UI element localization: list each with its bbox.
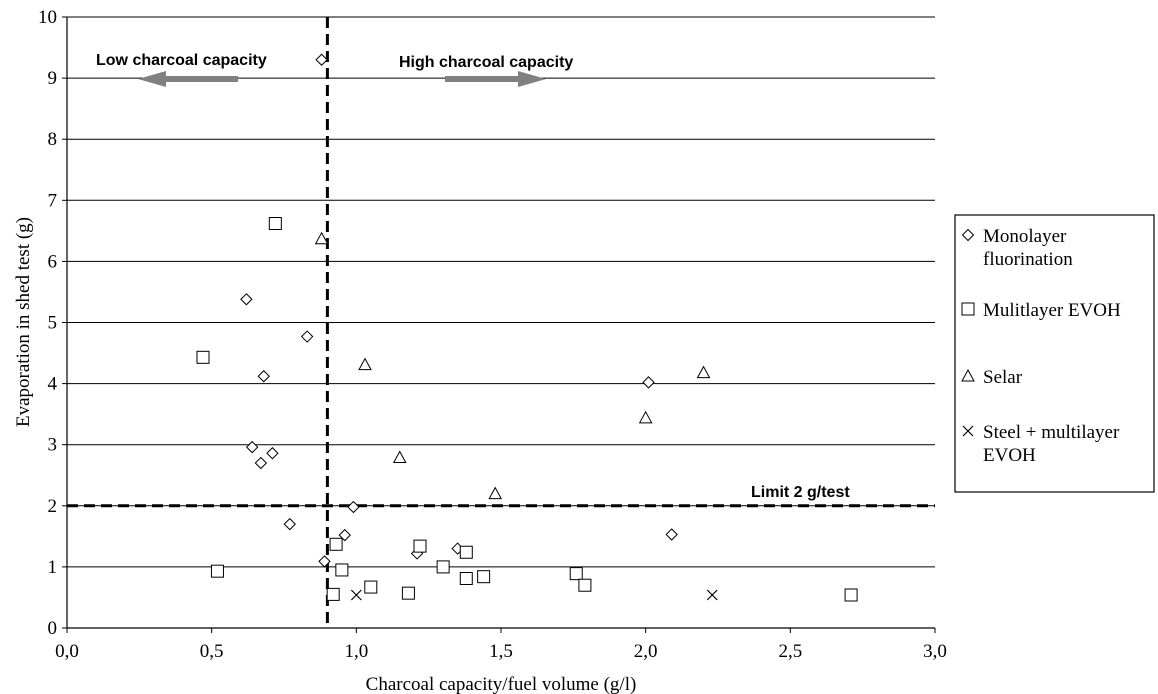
data-point-diamond — [315, 53, 328, 66]
data-point-square — [436, 560, 450, 574]
data-point-square — [196, 350, 210, 364]
legend-box — [954, 214, 1155, 493]
data-point-square — [578, 578, 592, 592]
data-point-diamond — [347, 500, 360, 514]
legend-marker-square — [961, 302, 975, 316]
high-capacity-label: High charcoal capacity — [399, 54, 573, 71]
legend-label: EVOH — [983, 445, 1036, 466]
data-point-triangle — [314, 231, 329, 245]
data-point-cross — [350, 589, 362, 601]
data-point-triangle — [358, 357, 372, 371]
data-point-square — [268, 217, 282, 231]
data-point-diamond — [283, 517, 296, 531]
left-arrow — [138, 71, 238, 87]
legend-label: fluorination — [983, 249, 1073, 270]
y-tick-label: 5 — [48, 313, 58, 334]
data-point-triangle — [638, 410, 653, 424]
data-point-diamond — [257, 370, 270, 383]
data-point-square — [364, 580, 378, 594]
data-point-diamond — [240, 293, 253, 306]
data-point-diamond — [300, 330, 314, 343]
legend-marker-diamond — [961, 228, 975, 242]
data-point-triangle — [488, 486, 503, 500]
y-axis-title: Evaporation in shed test (g) — [13, 217, 34, 427]
y-tick-label: 10 — [38, 7, 57, 28]
data-point-square — [335, 563, 349, 577]
data-point-diamond — [665, 528, 678, 541]
data-point-square — [844, 588, 858, 602]
y-tick-label: 2 — [48, 496, 58, 517]
right-arrow — [445, 71, 546, 87]
legend-marker-cross — [962, 425, 974, 437]
tick-labels: 0 1 2 3 4 5 6 7 8 9 10 0,0 0,5 1,0 1,5 2,0 2,5 3,0 — [38, 7, 947, 662]
y-tick-label: 6 — [48, 251, 58, 272]
y-tick-label: 7 — [48, 190, 58, 211]
x-tick-label: 2,0 — [634, 641, 658, 662]
data-points — [196, 53, 858, 602]
limit-label: Limit 2 g/test — [751, 484, 850, 501]
data-point-diamond — [254, 456, 268, 470]
data-point-square — [459, 572, 473, 586]
data-point-diamond — [318, 555, 331, 568]
data-point-cross — [706, 589, 718, 601]
data-point-square — [210, 564, 224, 578]
x-tick-label: 2,5 — [778, 641, 802, 662]
low-capacity-label: Low charcoal capacity — [96, 52, 267, 69]
y-tick-label: 4 — [48, 374, 58, 395]
data-point-square — [459, 545, 473, 559]
legend-label: Monolayer — [983, 226, 1067, 247]
y-tick-label: 1 — [48, 557, 58, 578]
x-tick-label: 0,0 — [55, 641, 79, 662]
y-tick-label: 8 — [48, 129, 58, 150]
data-point-square — [477, 570, 491, 584]
data-point-diamond — [245, 440, 259, 454]
data-point-triangle — [392, 450, 407, 464]
legend-label: Selar — [983, 367, 1023, 388]
reference-lines — [67, 17, 935, 628]
axes — [62, 16, 936, 633]
legend-label: Mulitlayer EVOH — [983, 300, 1121, 321]
x-tick-label: 3,0 — [923, 641, 947, 662]
data-point-square — [329, 537, 343, 551]
legend-marker-triangle — [961, 368, 975, 382]
y-tick-label: 9 — [48, 68, 58, 89]
x-tick-label: 1,5 — [489, 641, 513, 662]
data-point-square — [326, 587, 340, 601]
y-tick-label: 0 — [48, 618, 58, 639]
data-point-square — [569, 567, 583, 581]
y-tick-label: 3 — [48, 435, 58, 456]
x-axis-title: Charcoal capacity/fuel volume (g/l) — [366, 674, 637, 694]
x-tick-label: 0,5 — [200, 641, 224, 662]
data-point-diamond — [642, 376, 655, 389]
data-point-square — [413, 539, 427, 553]
x-tick-label: 1,0 — [344, 641, 368, 662]
data-point-diamond — [266, 447, 279, 460]
data-point-square — [401, 586, 415, 600]
data-point-triangle — [696, 365, 711, 379]
legend-label: Steel + multilayer — [983, 422, 1120, 443]
annotations: Low charcoal capacity High charcoal capa… — [96, 52, 850, 501]
